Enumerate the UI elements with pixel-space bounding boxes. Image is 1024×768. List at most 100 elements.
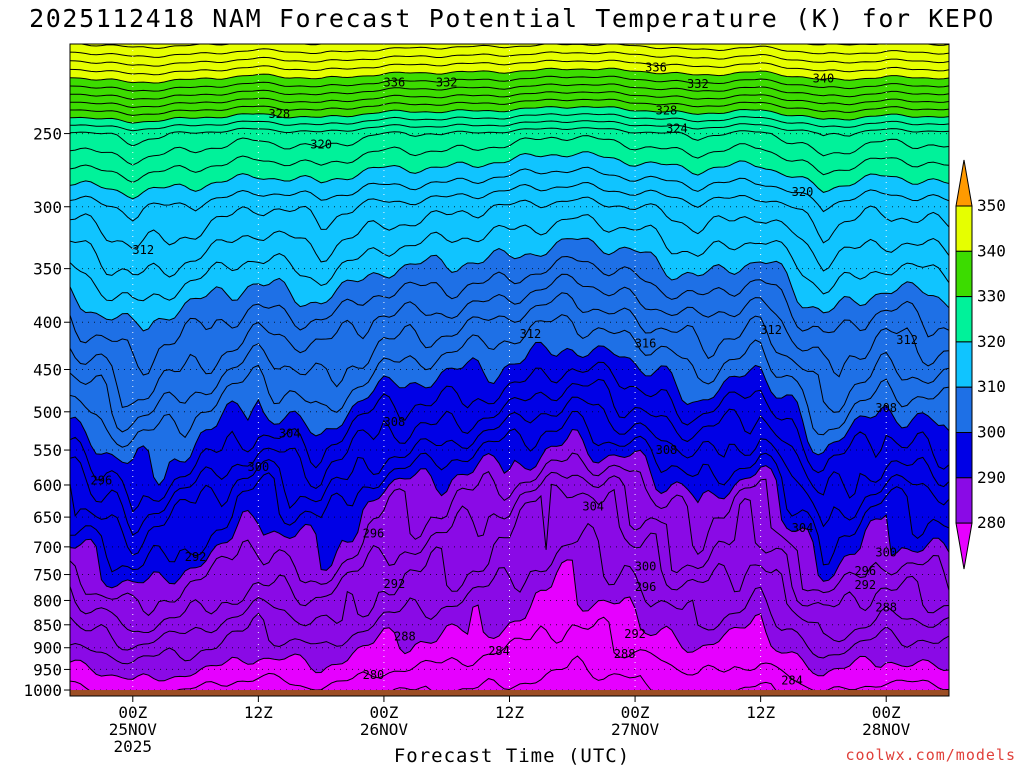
colorbar-segment	[955, 250, 973, 298]
contour-label: 308	[384, 415, 406, 429]
theta-contour-line	[70, 411, 949, 573]
theta-contour-line	[70, 166, 949, 222]
x-tick-label: 00Z	[621, 703, 650, 722]
colorbar-segment	[955, 296, 973, 343]
contour-label: 328	[656, 103, 678, 117]
contour-label: 304	[582, 499, 604, 513]
y-tick-label: 550	[33, 441, 62, 460]
contour-label: 312	[132, 243, 154, 257]
colorbar-label: 330	[977, 287, 1006, 306]
contour-label: 304	[792, 521, 814, 535]
contour-label: 320	[792, 185, 814, 199]
theta-contour-line	[70, 452, 949, 617]
y-tick-label: 400	[33, 313, 62, 332]
colorbar-label: 290	[977, 468, 1006, 487]
y-tick-label: 300	[33, 198, 62, 217]
theta-contour-line	[70, 655, 949, 696]
contour-label: 324	[666, 122, 688, 136]
page-title: 2025112418 NAM Forecast Potential Temper…	[29, 4, 995, 33]
contour-label: 292	[185, 550, 207, 564]
contour-label: 292	[624, 627, 646, 641]
y-tick-label: 950	[33, 660, 62, 679]
theta-contour-line	[70, 181, 949, 250]
contour-label: 308	[875, 401, 897, 415]
theta-contour-line	[70, 378, 949, 536]
contour-label: 284	[781, 673, 803, 687]
theta-contour-line	[70, 113, 949, 132]
theta-contour-line	[70, 44, 949, 58]
theta-contour-line	[70, 59, 949, 76]
theta-contour-line	[70, 314, 949, 448]
y-tick-label: 700	[33, 538, 62, 557]
theta-contour-line	[70, 341, 949, 486]
colorbar-segment	[955, 522, 973, 570]
contour-label: 300	[875, 546, 897, 560]
x-tick-label: 28NOV	[862, 720, 911, 739]
contour-label: 312	[896, 333, 918, 347]
colorbar-label: 300	[977, 423, 1006, 442]
colorbar-segment	[955, 205, 973, 252]
y-tick-label: 900	[33, 639, 62, 658]
contour-label: 328	[268, 107, 290, 121]
colorbar-label: 320	[977, 332, 1006, 351]
theta-contour-line	[70, 151, 949, 200]
theta-contour-line	[70, 34, 949, 39]
contour-label: 312	[760, 323, 782, 337]
contour-label: 300	[248, 460, 270, 474]
x-tick-label: 2025	[114, 737, 153, 756]
contour-label: 292	[854, 578, 876, 592]
colorbar-label: 350	[977, 196, 1006, 215]
y-tick-label: 450	[33, 361, 62, 380]
y-tick-label: 500	[33, 403, 62, 422]
theta-contour-line	[70, 120, 949, 147]
y-tick-label: 600	[33, 476, 62, 495]
theta-band	[70, 44, 949, 83]
theta-contour-line	[70, 67, 949, 84]
y-tick-label: 1000	[23, 681, 62, 700]
contour-label: 296	[363, 526, 385, 540]
contour-label: 288	[394, 629, 416, 643]
contour-label: 312	[520, 327, 542, 341]
y-tick-label: 750	[33, 566, 62, 585]
y-tick-label: 350	[33, 260, 62, 279]
x-tick-label: 00Z	[369, 703, 398, 722]
x-tick-label: 00Z	[118, 703, 147, 722]
y-tick-label: 800	[33, 591, 62, 610]
contour-label: 304	[279, 427, 301, 441]
theta-contour-lines	[70, 34, 949, 696]
contour-label: 332	[687, 77, 709, 91]
contour-label: 308	[656, 443, 678, 457]
contour-label: 300	[635, 559, 657, 573]
contour-label: 340	[813, 72, 835, 86]
theta-contour-line	[70, 483, 949, 651]
grid-lines	[70, 44, 949, 696]
contour-label: 336	[384, 75, 406, 89]
contour-label: 280	[363, 668, 385, 682]
theta-contour-line	[70, 396, 949, 556]
theta-contour-line	[70, 273, 949, 408]
x-tick-label: 00Z	[872, 703, 901, 722]
colorbar-segment	[955, 477, 973, 524]
contour-label: 296	[91, 473, 113, 487]
colorbar-label: 340	[977, 241, 1006, 260]
colorbar-segment	[955, 432, 973, 479]
contour-label: 320	[310, 138, 332, 152]
theta-contour-line	[70, 51, 949, 67]
theta-contour-line	[70, 237, 949, 332]
x-tick-label: 12Z	[746, 703, 775, 722]
theta-contour-line	[70, 471, 949, 634]
contour-labels: 336 336 332 332 340 328 328 324 320 320 312 312 316 3…	[91, 60, 918, 687]
y-axis-pressure: 250 300 350 400 450 500 550 600 650 700 750 800 850 9…	[23, 125, 70, 700]
contour-label: 316	[635, 337, 657, 351]
colorbar-label: 280	[977, 513, 1006, 532]
plot-area	[70, 34, 949, 696]
theta-contour-line	[70, 428, 949, 589]
theta-contour-line	[70, 559, 949, 682]
theta-contour-line	[70, 135, 949, 183]
x-tick-label: 12Z	[244, 703, 273, 722]
x-tick-label: 27NOV	[611, 720, 660, 739]
credit-text[interactable]: coolwx.com/models	[845, 746, 1016, 764]
x-tick-label: 25NOV	[109, 720, 158, 739]
